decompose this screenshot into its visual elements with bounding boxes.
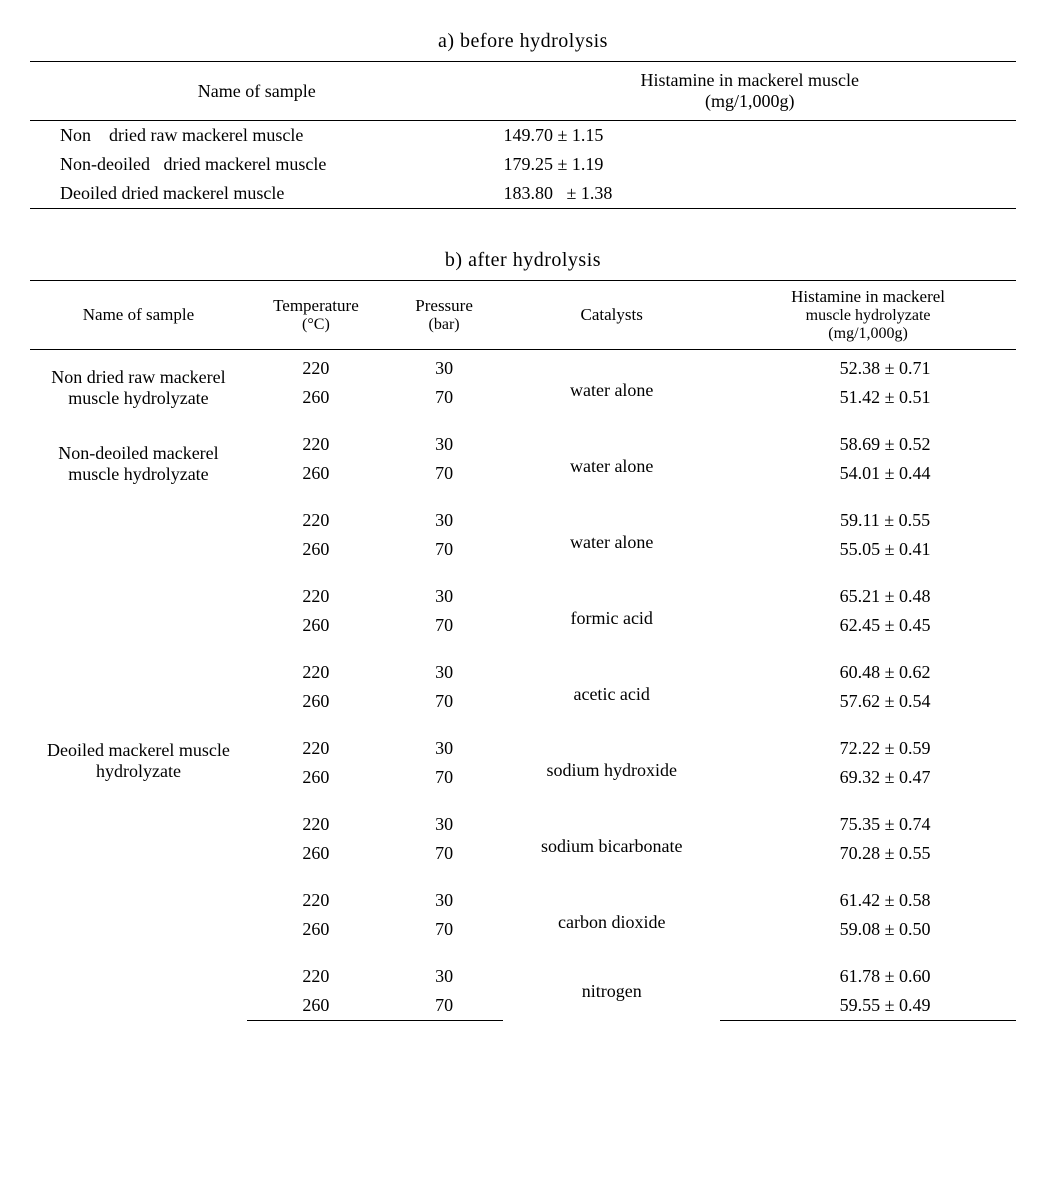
table-a-sample-cell: Deoiled dried mackerel muscle — [30, 179, 484, 209]
table-b-temp-cell: 220 — [247, 730, 385, 763]
table-a-sample-cell: Non-deoiled dried mackerel muscle — [30, 150, 484, 179]
table-b-histamine-cell: 58.69 ± 0.52 — [720, 426, 1016, 459]
table-b-pressure-cell: 30 — [385, 502, 503, 535]
table-b-row: Deoiled mackerel muscle hydrolyzate22030… — [30, 502, 1016, 535]
table-a-caption: a) before hydrolysis — [30, 30, 1016, 53]
table-b-temp-cell: 220 — [247, 806, 385, 839]
table-a-row: Deoiled dried mackerel muscle183.80 ± 1.… — [30, 179, 1016, 209]
table-b-histamine-cell: 70.28 ± 0.55 — [720, 839, 1016, 882]
table-b-pressure-cell: 30 — [385, 882, 503, 915]
table-b-catalyst-cell: formic acid — [503, 578, 720, 654]
table-b-catalyst-cell: water alone — [503, 350, 720, 427]
table-b-header-temp-l1: Temperature — [273, 296, 359, 315]
table-b-header-press-l2: (bar) — [391, 316, 497, 334]
table-b-header-pressure: Pressure (bar) — [385, 281, 503, 350]
table-b-histamine-cell: 55.05 ± 0.41 — [720, 535, 1016, 578]
table-b-sample-cell: Deoiled mackerel muscle hydrolyzate — [30, 502, 247, 1021]
table-b-temp-cell: 260 — [247, 459, 385, 502]
table-b-histamine-cell: 75.35 ± 0.74 — [720, 806, 1016, 839]
table-a-value-cell: 179.25 ± 1.19 — [484, 150, 1016, 179]
table-b-catalyst-cell: sodium hydroxide — [503, 730, 720, 806]
table-b-histamine-cell: 62.45 ± 0.45 — [720, 611, 1016, 654]
table-b-pressure-cell: 70 — [385, 839, 503, 882]
table-b-catalyst-cell: water alone — [503, 426, 720, 502]
table-b-histamine-cell: 52.38 ± 0.71 — [720, 350, 1016, 384]
table-b-pressure-cell: 30 — [385, 426, 503, 459]
table-b-temp-cell: 260 — [247, 535, 385, 578]
table-b-temp-cell: 220 — [247, 426, 385, 459]
table-a-sample-cell: Non dried raw mackerel muscle — [30, 121, 484, 151]
table-b-header-sample: Name of sample — [30, 281, 247, 350]
table-b-histamine-cell: 60.48 ± 0.62 — [720, 654, 1016, 687]
table-b-pressure-cell: 70 — [385, 687, 503, 730]
table-b-pressure-cell: 30 — [385, 730, 503, 763]
table-b-catalyst-cell: nitrogen — [503, 958, 720, 1021]
table-b-temp-cell: 220 — [247, 502, 385, 535]
table-b-header-hist-l1: Histamine in mackerel — [791, 287, 945, 306]
table-b-histamine-cell: 69.32 ± 0.47 — [720, 763, 1016, 806]
table-b-temp-cell: 260 — [247, 839, 385, 882]
table-b-pressure-cell: 70 — [385, 611, 503, 654]
table-b-header-temp-l2: (°C) — [253, 316, 379, 334]
table-b-pressure-cell: 70 — [385, 383, 503, 426]
table-a-row: Non dried raw mackerel muscle149.70 ± 1.… — [30, 121, 1016, 151]
table-b-temp-cell: 220 — [247, 882, 385, 915]
table-b-histamine-cell: 59.11 ± 0.55 — [720, 502, 1016, 535]
table-b-catalyst-cell: carbon dioxide — [503, 882, 720, 958]
table-b-header-histamine: Histamine in mackerel muscle hydrolyzate… — [720, 281, 1016, 350]
table-b-pressure-cell: 30 — [385, 958, 503, 991]
table-b-temp-cell: 220 — [247, 578, 385, 611]
table-b-pressure-cell: 70 — [385, 915, 503, 958]
table-b-temp-cell: 260 — [247, 383, 385, 426]
table-b-pressure-cell: 30 — [385, 578, 503, 611]
table-a-header-histamine: Histamine in mackerel muscle (mg/1,000g) — [484, 62, 1016, 121]
table-b-histamine-cell: 61.42 ± 0.58 — [720, 882, 1016, 915]
table-b-temp-cell: 260 — [247, 611, 385, 654]
table-b-header-hist-l2: muscle hydrolyzate — [726, 307, 1010, 325]
table-b-pressure-cell: 30 — [385, 806, 503, 839]
table-b-pressure-cell: 30 — [385, 350, 503, 384]
table-b-histamine-cell: 59.08 ± 0.50 — [720, 915, 1016, 958]
table-b-histamine-cell: 59.55 ± 0.49 — [720, 991, 1016, 1021]
table-after-hydrolysis: Name of sample Temperature (°C) Pressure… — [30, 280, 1016, 1021]
table-b-temp-cell: 260 — [247, 763, 385, 806]
table-b-temp-cell: 260 — [247, 991, 385, 1021]
table-b-temp-cell: 220 — [247, 958, 385, 991]
table-b-header-hist-l3: (mg/1,000g) — [726, 325, 1010, 343]
table-a-header-hist-line1: Histamine in mackerel muscle — [641, 70, 859, 90]
table-b-header-catalysts: Catalysts — [503, 281, 720, 350]
table-b-histamine-cell: 61.78 ± 0.60 — [720, 958, 1016, 991]
table-b-header-temp: Temperature (°C) — [247, 281, 385, 350]
table-b-pressure-cell: 70 — [385, 535, 503, 578]
table-b-histamine-cell: 65.21 ± 0.48 — [720, 578, 1016, 611]
table-b-header-press-l1: Pressure — [415, 296, 473, 315]
table-b-catalyst-cell: water alone — [503, 502, 720, 578]
table-b-pressure-cell: 70 — [385, 459, 503, 502]
table-before-hydrolysis: Name of sample Histamine in mackerel mus… — [30, 61, 1016, 209]
table-a-value-cell: 149.70 ± 1.15 — [484, 121, 1016, 151]
table-b-histamine-cell: 57.62 ± 0.54 — [720, 687, 1016, 730]
table-b-row: Non dried raw mackerel muscle hydrolyzat… — [30, 350, 1016, 384]
table-b-row: Non-deoiled mackerel muscle hydrolyzate2… — [30, 426, 1016, 459]
table-b-catalyst-cell: sodium bicarbonate — [503, 806, 720, 882]
table-b-pressure-cell: 70 — [385, 991, 503, 1021]
table-a-row: Non-deoiled dried mackerel muscle179.25 … — [30, 150, 1016, 179]
table-b-catalyst-cell: acetic acid — [503, 654, 720, 730]
table-b-histamine-cell: 72.22 ± 0.59 — [720, 730, 1016, 763]
table-a-header-sample: Name of sample — [30, 62, 484, 121]
table-b-caption: b) after hydrolysis — [30, 249, 1016, 272]
table-b-histamine-cell: 54.01 ± 0.44 — [720, 459, 1016, 502]
table-b-temp-cell: 260 — [247, 915, 385, 958]
table-a-header-hist-line2: (mg/1,000g) — [705, 91, 795, 111]
table-b-temp-cell: 220 — [247, 654, 385, 687]
table-b-histamine-cell: 51.42 ± 0.51 — [720, 383, 1016, 426]
table-b-sample-cell: Non dried raw mackerel muscle hydrolyzat… — [30, 350, 247, 427]
table-b-temp-cell: 260 — [247, 687, 385, 730]
table-a-value-cell: 183.80 ± 1.38 — [484, 179, 1016, 209]
table-b-sample-cell: Non-deoiled mackerel muscle hydrolyzate — [30, 426, 247, 502]
table-b-pressure-cell: 70 — [385, 763, 503, 806]
table-b-temp-cell: 220 — [247, 350, 385, 384]
table-b-pressure-cell: 30 — [385, 654, 503, 687]
